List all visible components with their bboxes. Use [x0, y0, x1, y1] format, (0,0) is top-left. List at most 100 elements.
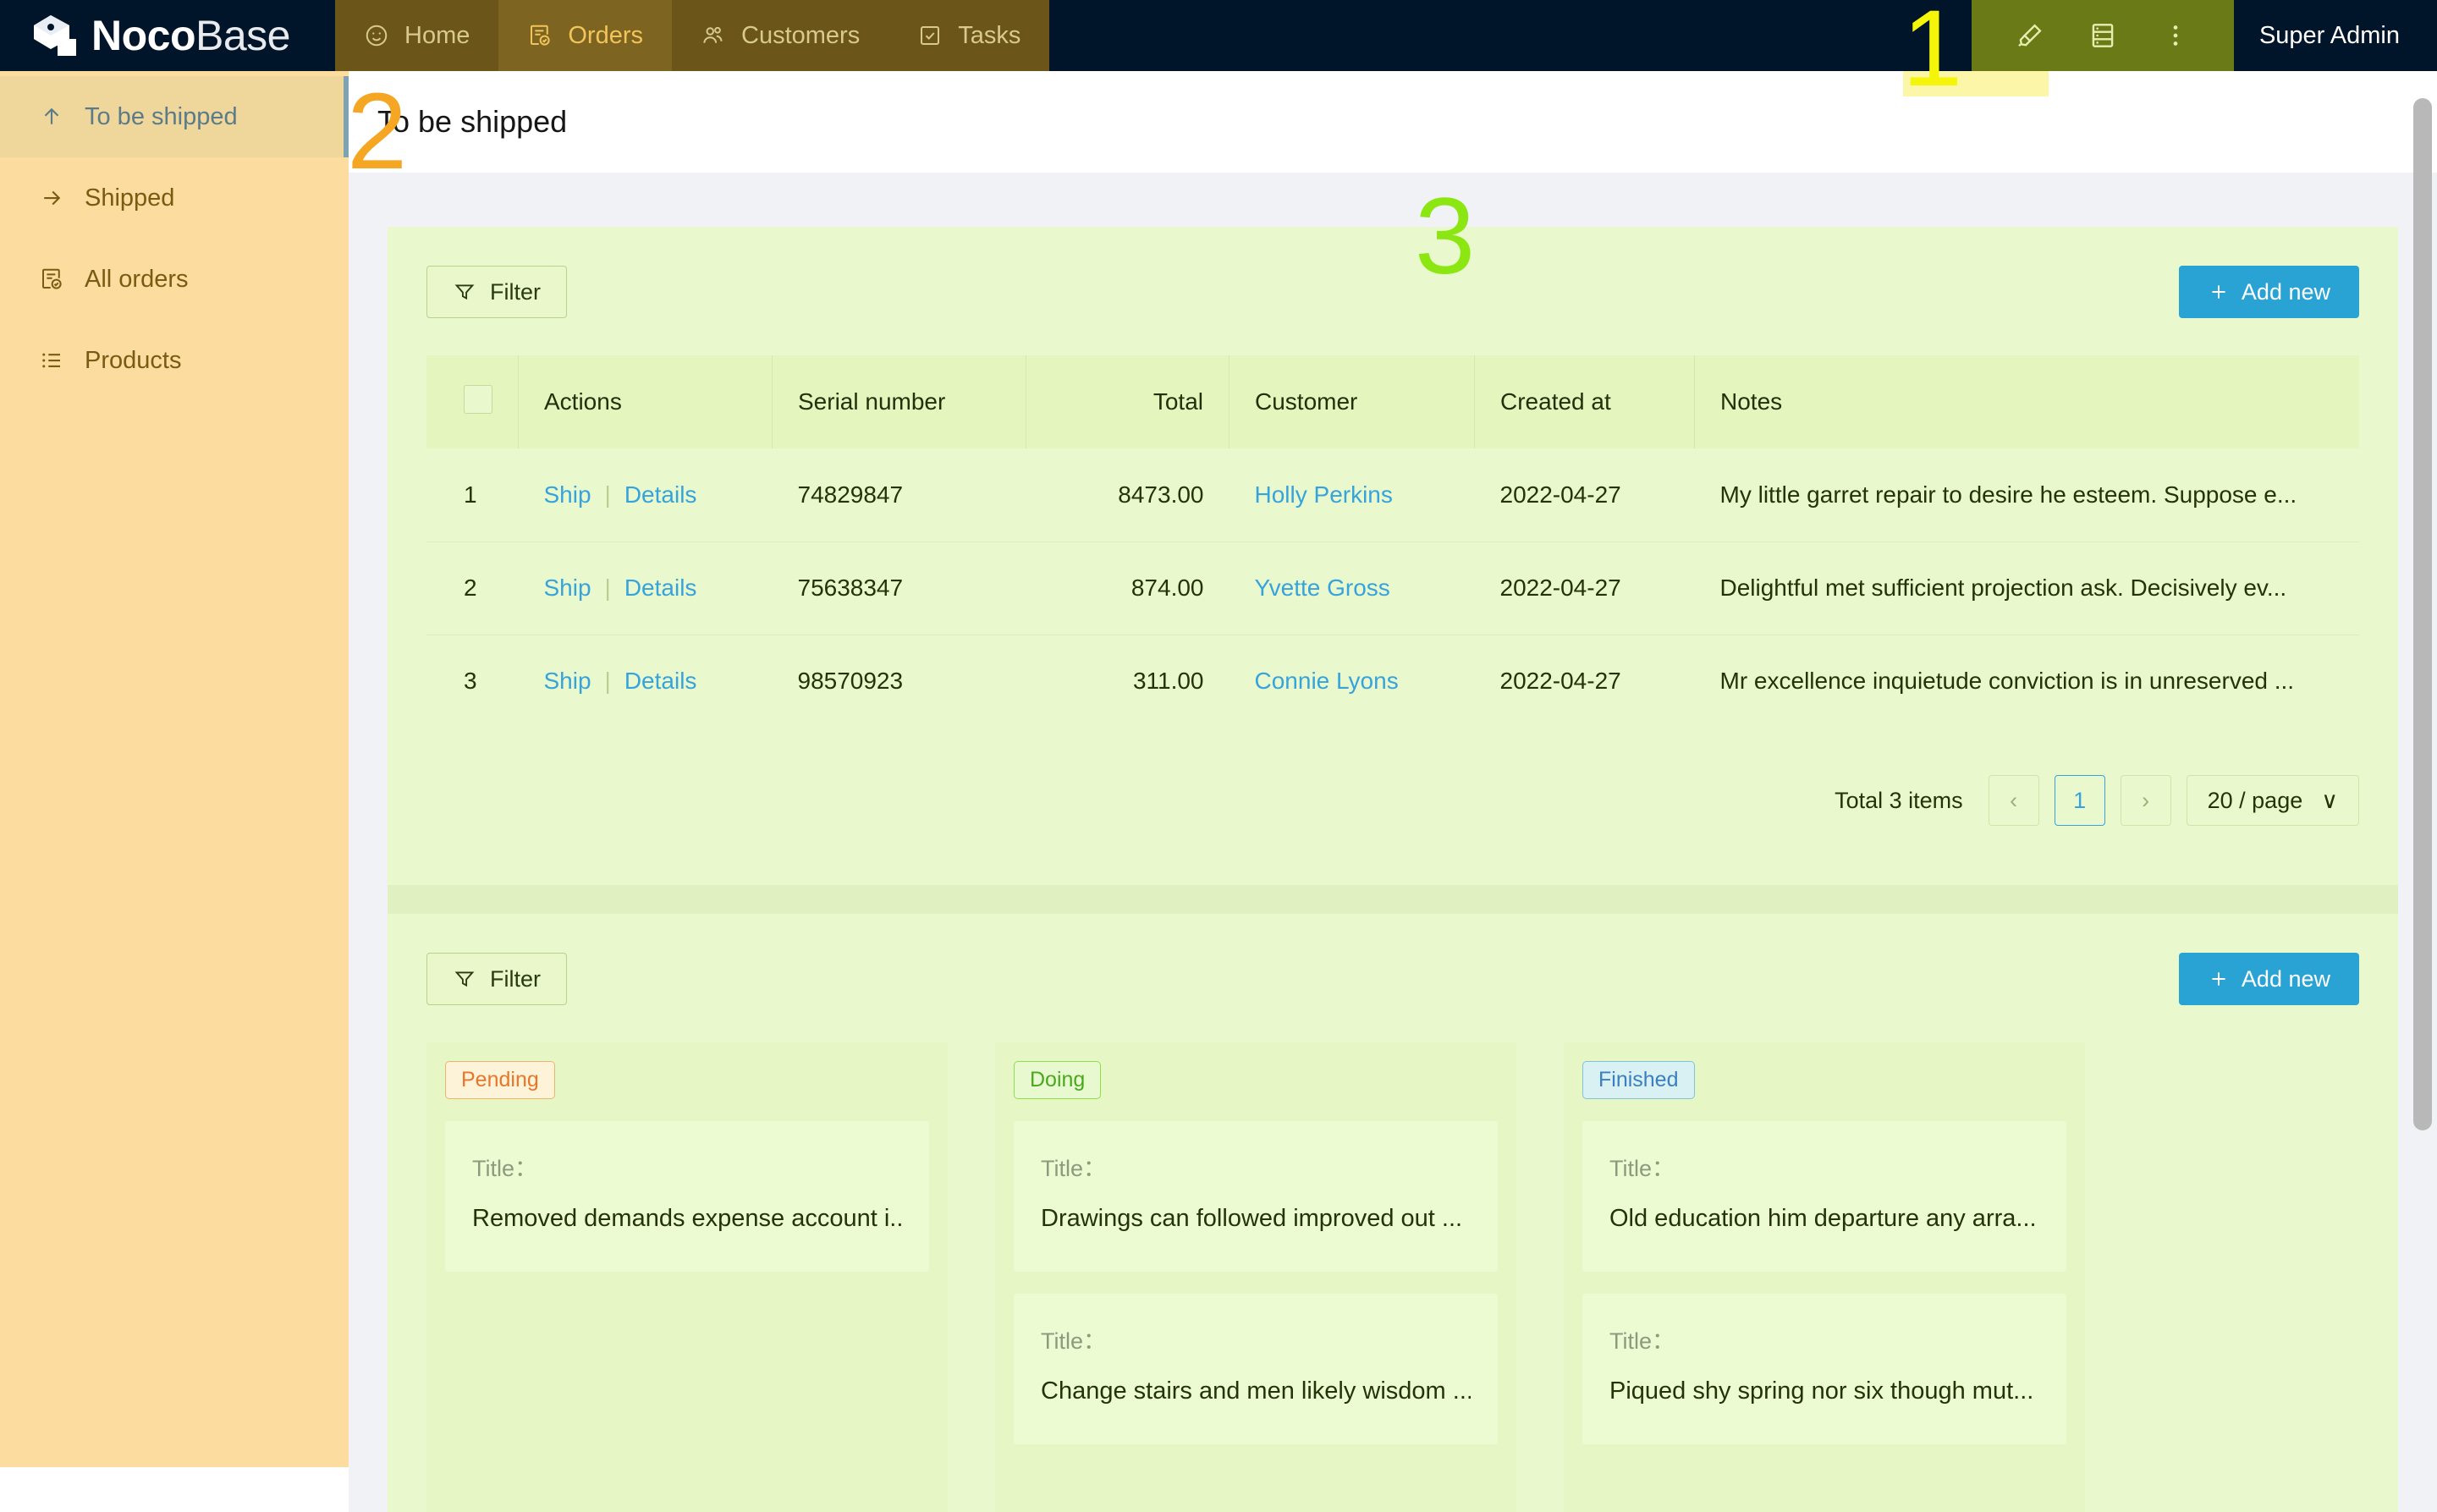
page-size-select[interactable]: 20 / page ∨: [2186, 775, 2359, 826]
sidebar-item-products[interactable]: Products: [0, 320, 349, 401]
order-check-icon: [42, 268, 62, 289]
pagination-total: Total 3 items: [1835, 787, 1963, 813]
sidebar-item-label: Products: [85, 346, 182, 374]
column-header-serial-number[interactable]: Serial number: [772, 355, 1026, 448]
customer-link[interactable]: Yvette Gross: [1254, 575, 1390, 601]
nav-tab-home-label: Home: [404, 21, 470, 49]
kanban-card[interactable]: Title： Removed demands expense account i…: [445, 1121, 929, 1272]
page-title: To be shipped: [377, 104, 568, 139]
row-total: 874.00: [1026, 542, 1230, 635]
table-row[interactable]: 1 Ship | Details 74829847 8473.00 Holly Pe…: [426, 448, 2359, 542]
orders-table-head: Actions Serial number Total Customer Cre…: [426, 355, 2359, 448]
column-header-actions[interactable]: Actions: [518, 355, 773, 448]
user-menu[interactable]: Super Admin: [2233, 0, 2437, 71]
column-header-customer[interactable]: Customer: [1229, 355, 1475, 448]
kanban-card[interactable]: Title： Change stairs and men likely wisd…: [1014, 1294, 1498, 1444]
sidebar-item-label: All orders: [85, 265, 189, 293]
card-field-label: Title：: [1041, 1328, 1107, 1354]
user-name-label: Super Admin: [2258, 21, 2400, 49]
row-actions: Ship | Details: [519, 635, 773, 728]
table-row[interactable]: 2 Ship | Details 75638347 874.00 Yvette Gr…: [426, 542, 2359, 635]
row-total: 8473.00: [1026, 448, 1230, 542]
customer-link[interactable]: Connie Lyons: [1254, 668, 1399, 695]
sidebar-item-all-orders[interactable]: All orders: [0, 239, 349, 320]
more-menu-button[interactable]: [2139, 0, 2212, 71]
row-notes: Mr excellence inquietude conviction is i…: [1719, 668, 2295, 695]
list-icon: [42, 353, 60, 368]
ui-editor-toggle-button[interactable]: [1994, 0, 2066, 71]
plus-icon: [2212, 972, 2225, 986]
chevron-down-icon: ∨: [2321, 787, 2338, 813]
row-serial-number: 75638347: [772, 542, 1026, 635]
ship-action-link[interactable]: Ship: [543, 481, 591, 508]
logo-light: Base: [195, 12, 290, 59]
pagination-page-1[interactable]: 1: [2054, 775, 2105, 826]
nav-tab-tasks[interactable]: Tasks: [888, 0, 1050, 71]
card-title: Drawings can followed improved out ...: [1041, 1205, 1463, 1232]
row-index: 1: [426, 448, 519, 542]
nav-tab-home[interactable]: Home: [335, 0, 499, 71]
kanban-block-toolbar: Filter Add new: [426, 953, 2359, 1005]
header-right-actions: Super Admin: [1971, 0, 2437, 71]
row-index: 3: [464, 668, 477, 695]
card-title: Piqued shy spring nor six though mut...: [1609, 1377, 2034, 1405]
pagination-prev-button[interactable]: ‹: [1988, 775, 2039, 826]
add-new-button[interactable]: Add new: [2178, 953, 2359, 1005]
sidebar-item-shipped[interactable]: Shipped: [0, 157, 349, 239]
card-field-label: Title：: [1609, 1156, 1675, 1181]
add-new-button-label: Add new: [2241, 965, 2330, 992]
filter-button[interactable]: Filter: [426, 266, 567, 318]
kanban-card[interactable]: Title： Piqued shy spring nor six though …: [1582, 1294, 2066, 1444]
nav-tab-orders[interactable]: Orders: [498, 0, 672, 71]
table-block: Filter Add new Actions Serial number Tot…: [388, 227, 2398, 885]
details-action-link[interactable]: Details: [624, 575, 697, 601]
row-notes: Delightful met sufficient projection ask…: [1694, 542, 2359, 635]
card-field-label: Title：: [472, 1156, 538, 1181]
action-separator: |: [604, 481, 611, 508]
row-created-at: 2022-04-27: [1499, 668, 1621, 695]
customer-link[interactable]: Holly Perkins: [1254, 481, 1393, 508]
select-all-checkbox[interactable]: [464, 384, 492, 414]
row-notes: My little garret repair to desire he est…: [1694, 448, 2359, 542]
ship-action-link[interactable]: Ship: [543, 575, 591, 601]
logo-text: NocoBase: [91, 14, 290, 57]
nav-tab-tasks-label: Tasks: [958, 21, 1021, 49]
kanban-column-doing: Doing Title： Drawings can followed impro…: [995, 1042, 1516, 1512]
add-new-button[interactable]: Add new: [2178, 266, 2359, 318]
team-icon: [703, 26, 723, 43]
database-button[interactable]: [2066, 0, 2139, 71]
vertical-scrollbar-thumb[interactable]: [2413, 98, 2432, 1130]
table-row[interactable]: 3 Ship | Details 98570923 311.00 Connie Ly…: [426, 635, 2359, 728]
nocobase-logo-icon: [34, 15, 76, 56]
page-title-bar: To be shipped: [349, 71, 2437, 173]
status-badge: Pending: [445, 1061, 555, 1099]
ship-action-link[interactable]: Ship: [543, 668, 591, 695]
details-action-link[interactable]: Details: [624, 481, 697, 508]
arrow-right-icon: [44, 190, 61, 206]
column-header-created-at[interactable]: Created at: [1474, 355, 1695, 448]
card-field-label: Title：: [1609, 1328, 1675, 1354]
kanban-card[interactable]: Title： Drawings can followed improved ou…: [1014, 1121, 1498, 1272]
row-actions: Ship | Details: [518, 448, 773, 542]
details-action-link[interactable]: Details: [624, 668, 697, 695]
kanban-block: Filter Add new Pending Title： Removed de…: [388, 914, 2398, 1512]
kanban-card[interactable]: Title： Old education him departure any a…: [1582, 1121, 2066, 1272]
app-logo[interactable]: NocoBase: [0, 0, 335, 71]
logo-bold: Noco: [91, 12, 196, 59]
row-customer: Connie Lyons: [1230, 635, 1475, 728]
row-serial-number: 98570923: [797, 668, 904, 695]
orders-table-body: 1 Ship | Details 74829847 8473.00 Holly Pe…: [426, 448, 2359, 728]
card-title: Old education him departure any arra...: [1609, 1205, 2037, 1232]
column-header-notes[interactable]: Notes: [1694, 355, 2359, 448]
row-customer: Holly Perkins: [1229, 448, 1475, 542]
column-header-total[interactable]: Total: [1026, 355, 1230, 448]
pagination-next-button[interactable]: ›: [2120, 775, 2171, 826]
app-header: NocoBase Home Orders Customers: [0, 0, 2437, 71]
filter-button[interactable]: Filter: [426, 953, 567, 1005]
sidebar-item-to-be-shipped[interactable]: To be shipped: [0, 76, 349, 157]
action-separator: |: [604, 575, 611, 601]
nav-tab-customers[interactable]: Customers: [672, 0, 889, 71]
filter-button-label: Filter: [490, 278, 541, 305]
smile-icon: [366, 25, 388, 47]
nav-tab-orders-label: Orders: [568, 21, 643, 49]
